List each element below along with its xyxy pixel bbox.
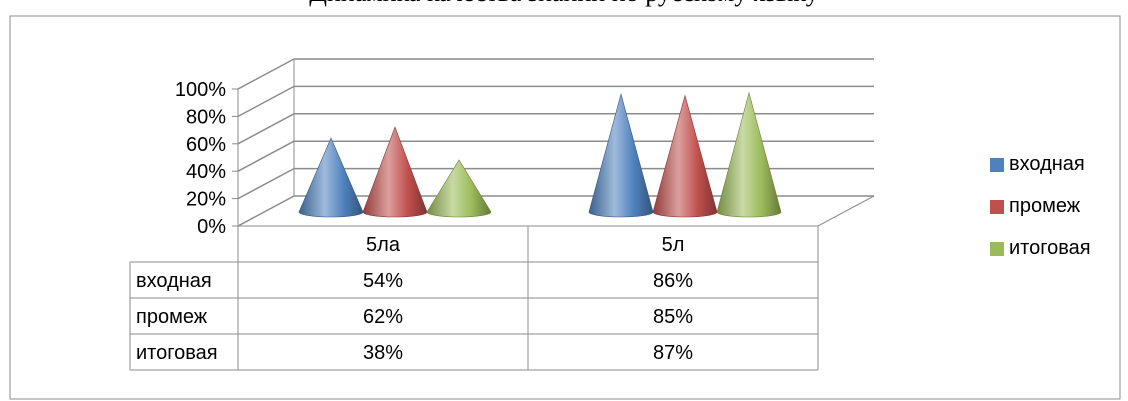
side-gridline	[237, 85, 295, 118]
chart-title: Динамика качества знаний по русскому язы…	[0, 0, 1128, 8]
cone-body	[652, 94, 718, 218]
legend-item: промеж	[990, 192, 1128, 221]
legend-swatch	[990, 241, 1004, 256]
cone-body	[298, 137, 364, 218]
legend-swatch	[990, 157, 1004, 172]
cone-body	[588, 93, 654, 218]
y-tick-label: 100%	[175, 79, 226, 101]
x-tick-label: 5л	[662, 234, 685, 256]
legend-label: входная	[1009, 153, 1085, 175]
y-tick-label: 60%	[186, 134, 226, 156]
cone-mark	[298, 137, 364, 218]
side-gridline	[237, 195, 295, 227]
legend-item: итоговая	[990, 234, 1128, 263]
chart-frame	[9, 15, 1121, 400]
cone-mark	[362, 126, 428, 218]
data-label: 62%	[363, 306, 403, 328]
table-series-label: промеж	[136, 306, 208, 328]
y-axis: 0% 20% 40% 60% 80% 100%	[175, 79, 239, 238]
side-gridline	[237, 140, 295, 172]
table-series-label: итоговая	[136, 342, 218, 364]
cone-mark	[588, 93, 654, 218]
data-label: 38%	[363, 342, 403, 364]
legend: входная промеж итоговая	[990, 150, 1128, 276]
cone-mark	[426, 159, 492, 218]
cone-body	[716, 91, 782, 218]
cone-body	[362, 126, 428, 218]
x-tick-label: 5ла	[366, 234, 401, 256]
cone-body	[426, 159, 492, 218]
side-gridline	[237, 113, 295, 145]
legend-swatch	[990, 199, 1004, 214]
cone-mark	[716, 91, 782, 218]
data-label: 87%	[653, 342, 693, 364]
y-tick-label: 80%	[186, 106, 226, 128]
cone-mark	[652, 94, 718, 218]
legend-label: итоговая	[1009, 237, 1091, 259]
data-table: 5ла 5л входная 54% 86% промеж 62% 85% итоговая 38…	[129, 225, 819, 371]
side-gridline	[237, 58, 295, 90]
side-gridline	[237, 167, 295, 200]
data-label: 85%	[653, 306, 693, 328]
data-label: 86%	[653, 270, 693, 292]
legend-label: промеж	[1009, 195, 1081, 217]
y-tick-label: 20%	[186, 189, 226, 211]
table-series-label: входная	[136, 270, 212, 292]
data-label: 54%	[363, 270, 403, 292]
legend-item: входная	[990, 150, 1128, 179]
y-tick-label: 0%	[197, 216, 226, 238]
chart-cones	[298, 91, 782, 218]
y-tick-label: 40%	[186, 161, 226, 183]
